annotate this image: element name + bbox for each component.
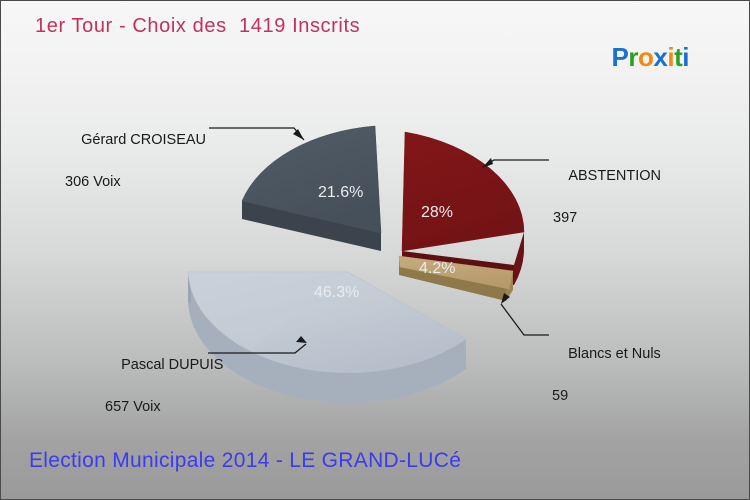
callout-dupuis-votes: 657 Voix — [105, 399, 161, 416]
pie-slice-blancs: 4.2% — [398, 255, 514, 301]
arrowhead-dupuis — [296, 336, 307, 343]
proxiti-logo: Proxiti — [585, 11, 690, 104]
callout-blancs: Blancs et Nuls 59 — [552, 323, 661, 449]
logo-letter-p: P — [611, 42, 629, 72]
arrowhead-croiseau — [293, 129, 304, 140]
pie-slice-croiseau: 21.6% — [241, 125, 382, 251]
callout-croiseau-votes: 306 Voix — [65, 174, 121, 191]
leader-abstention — [482, 159, 549, 168]
slice-label-croiseau: 21.6% — [318, 184, 363, 201]
page-title: 1er Tour - Choix des 1419 Inscrits — [35, 15, 361, 37]
logo-letter-o: o — [638, 42, 654, 72]
callout-blancs-votes: 59 — [552, 388, 569, 405]
callout-croiseau: Gérard CROISEAU 306 Voix — [65, 109, 206, 235]
callout-abstention-name: ABSTENTION — [568, 168, 661, 185]
callout-arrowheads — [293, 129, 510, 343]
logo-letter-i1: i — [667, 42, 675, 72]
logo-letter-x: x — [653, 42, 668, 72]
leader-blancs — [500, 303, 549, 336]
callout-abstention: ABSTENTION 397 — [553, 145, 661, 271]
arrowhead-blancs — [501, 293, 510, 304]
logo-letter-i2: i — [682, 42, 689, 72]
callout-abstention-votes: 397 — [553, 210, 578, 227]
slice-label-abstention: 28% — [421, 204, 453, 221]
callout-dupuis-name: Pascal DUPUIS — [121, 357, 224, 374]
leader-croiseau — [209, 127, 305, 141]
logo-letter-r: r — [628, 42, 638, 72]
arrowhead-abstention — [482, 158, 493, 168]
leader-dupuis — [208, 343, 307, 354]
callout-dupuis: Pascal DUPUIS 657 Voix — [105, 334, 223, 460]
callout-blancs-name: Blancs et Nuls — [568, 346, 661, 363]
slice-label-dupuis: 46.3% — [314, 284, 359, 301]
footer-caption: Election Municipale 2014 - LE GRAND-LUCé — [29, 449, 462, 472]
pie-slice-dupuis: 46.3% — [187, 271, 467, 403]
callout-croiseau-name: Gérard CROISEAU — [81, 132, 207, 149]
logo-letter-t: t — [674, 42, 683, 72]
slice-label-blancs: 4.2% — [419, 260, 455, 277]
